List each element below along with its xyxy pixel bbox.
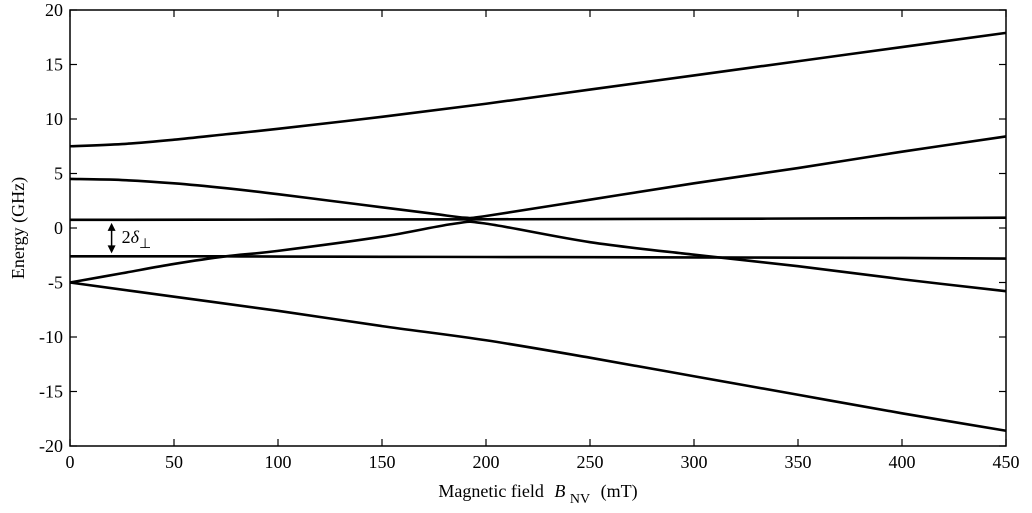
x-axis-label: Magnetic field B NV (mT) [438,481,637,507]
y-tick-label: 15 [45,55,63,75]
gap-label: 2δ⊥ [122,227,152,252]
y-tick-label: 20 [45,0,63,20]
x-tick-label: 50 [165,452,183,472]
x-tick-label: 0 [66,452,75,472]
y-tick-label: 10 [45,109,63,129]
series-line-6 [69,281,1007,433]
gap-label-prefix: 2 [122,227,131,247]
x-tick-label: 250 [577,452,604,472]
gap-annotation: 2δ⊥ [107,222,152,254]
plot-frame [69,9,1007,447]
series-line-1 [69,31,1007,148]
x-tick-label: 300 [681,452,708,472]
series-lines [69,31,1007,433]
y-tick-label: -10 [39,327,63,347]
axis-ticks: 0 50 100 150 200 250 300 350 400 450 -20 -15 -10 -5 0 5… [39,0,1020,472]
x-axis-label-unit: (mT) [601,481,638,502]
x-tick-label: 100 [265,452,292,472]
x-tick-label: 450 [993,452,1020,472]
series-line-4 [69,220,1007,293]
x-tick-label: 400 [889,452,916,472]
y-tick-label: -5 [48,273,63,293]
series-line-5 [70,255,1007,260]
gap-label-symbol: δ [131,227,140,247]
y-tick-label: 5 [54,164,63,184]
series-line-3 [69,216,1007,222]
x-tick-label: 350 [785,452,812,472]
x-tick-label: 200 [473,452,500,472]
x-tick-label: 150 [369,452,396,472]
y-tick-label: 0 [54,218,63,238]
x-axis-label-symbol: B [554,481,565,501]
y-tick-label: -20 [39,436,63,456]
y-axis-label: Energy (GHz) [8,177,29,279]
gap-label-subscript: ⊥ [139,237,151,252]
gap-arrow-head-down [107,245,116,254]
x-axis-label-text: Magnetic field [438,481,543,501]
series-line-2 [69,135,1007,220]
x-axis-label-subscript: NV [570,492,590,507]
y-tick-label: -15 [39,382,63,402]
gap-arrow-head-up [107,222,116,231]
